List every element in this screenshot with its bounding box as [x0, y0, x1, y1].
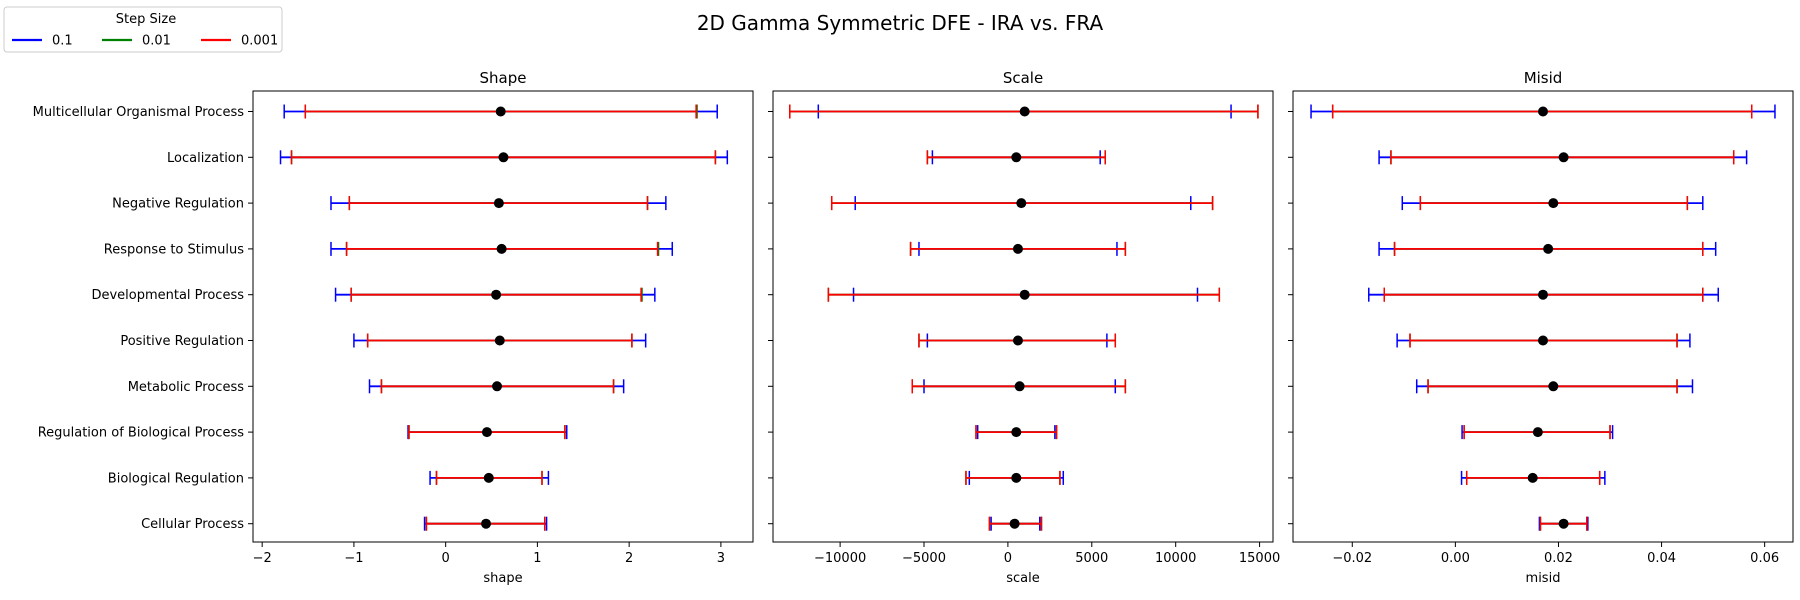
category-label-7: Regulation of Biological Process [38, 426, 245, 441]
center-point-2-0 [1538, 106, 1548, 117]
center-point-1-2 [1016, 198, 1027, 209]
panel-scale: Scale −10000 −5000 0 5000 10000 15000 scale [768, 69, 1280, 586]
x-tick-label-1-2: 0 [1004, 551, 1012, 566]
panel-title-2: Misid [1524, 69, 1563, 87]
x-tick-label-0-4: 2 [625, 551, 633, 566]
center-point-2-3 [1543, 243, 1554, 254]
axes-frame-1 [772, 90, 1274, 543]
center-point-0-9 [481, 518, 492, 529]
center-point-1-6 [1014, 381, 1025, 392]
series-2-2 [1331, 104, 1753, 531]
panel-title-0: Shape [480, 69, 527, 87]
panel-title-1: Scale [1003, 69, 1043, 87]
legend-label-2: 0.001 [241, 34, 278, 49]
center-point-2-8 [1527, 472, 1538, 483]
category-label-1: Localization [167, 151, 244, 166]
series-1-1 [789, 104, 1259, 531]
center-point-0-2 [493, 198, 504, 209]
figure-title: 2D Gamma Symmetric DFE - IRA vs. FRA [697, 11, 1104, 35]
center-point-1-1 [1011, 152, 1022, 163]
center-point-2-9 [1558, 518, 1569, 529]
x-axis-label-0: shape [483, 571, 522, 586]
series-2-0 [1310, 104, 1776, 531]
x-tick-label-2-3: 0.04 [1647, 551, 1676, 566]
center-point-1-3 [1012, 243, 1023, 254]
series-1-0 [817, 104, 1232, 531]
series-0-1 [290, 104, 717, 531]
center-point-2-1 [1558, 152, 1569, 163]
x-tick-label-1-1: −5000 [902, 551, 946, 566]
center-point-2-6 [1548, 381, 1559, 392]
center-point-1-0 [1019, 106, 1030, 117]
category-label-0: Multicellular Organismal Process [33, 105, 245, 120]
legend-label-1: 0.01 [142, 34, 171, 49]
x-axis-label-2: misid [1526, 571, 1561, 586]
x-tick-label-0-1: −1 [344, 551, 363, 566]
x-tick-label-1-5: 15000 [1239, 551, 1280, 566]
x-tick-label-0-5: 3 [717, 551, 725, 566]
panels: Shape −2 −1 0 1 2 3 shape Multicellular Organism… [33, 69, 1794, 586]
center-point-2-2 [1548, 198, 1559, 209]
center-point-0-8 [483, 472, 494, 483]
center-point-0-0 [495, 106, 506, 117]
series-0-0 [279, 104, 729, 531]
center-point-0-6 [492, 381, 503, 392]
center-point-2-5 [1538, 335, 1548, 346]
panel-shape: Shape −2 −1 0 1 2 3 shape Multicellular Organism… [33, 69, 754, 586]
center-point-0-7 [481, 427, 492, 438]
legend: Step Size 0.1 0.01 0.001 [3, 6, 283, 53]
x-tick-label-2-0: −0.02 [1332, 551, 1372, 566]
x-tick-label-0-3: 1 [533, 551, 541, 566]
legend-title: Step Size [116, 12, 176, 27]
x-tick-label-1-0: −10000 [814, 551, 866, 566]
center-point-1-4 [1019, 289, 1030, 300]
category-label-2: Negative Regulation [112, 197, 244, 212]
x-tick-label-2-1: 0.00 [1441, 551, 1470, 566]
series-1-2 [789, 104, 1259, 531]
center-point-0-1 [498, 152, 509, 163]
center-point-1-9 [1009, 518, 1020, 529]
category-label-5: Positive Regulation [120, 334, 244, 349]
center-point-0-3 [496, 243, 507, 254]
center-point-1-8 [1011, 472, 1022, 483]
series-0-2 [290, 104, 717, 531]
x-tick-label-0-0: −2 [253, 551, 272, 566]
center-point-2-4 [1538, 289, 1548, 300]
center-point-2-7 [1532, 427, 1543, 438]
category-label-4: Developmental Process [91, 288, 244, 303]
x-axis-label-1: scale [1006, 571, 1040, 586]
center-point-1-7 [1011, 427, 1022, 438]
legend-label-0: 0.1 [52, 34, 73, 49]
x-tick-label-1-3: 5000 [1075, 551, 1108, 566]
legend-entries: 0.1 0.01 0.001 [12, 34, 278, 49]
center-point-0-4 [491, 289, 502, 300]
center-point-1-5 [1012, 335, 1023, 346]
category-label-3: Response to Stimulus [104, 242, 244, 257]
category-label-8: Biological Regulation [108, 471, 244, 486]
x-tick-label-1-4: 10000 [1155, 551, 1196, 566]
x-tick-label-2-4: 0.06 [1750, 551, 1779, 566]
panel-misid: Misid −0.02 0.00 0.02 0.04 0.06 misid [1288, 69, 1794, 586]
axes-frame-0 [252, 90, 754, 543]
axes-frame-2 [1292, 90, 1794, 543]
x-tick-label-2-2: 0.02 [1544, 551, 1573, 566]
category-label-6: Metabolic Process [128, 380, 245, 395]
category-label-9: Cellular Process [141, 517, 244, 532]
series-2-1 [1331, 104, 1753, 531]
center-point-0-5 [494, 335, 505, 346]
x-tick-label-0-2: 0 [442, 551, 450, 566]
